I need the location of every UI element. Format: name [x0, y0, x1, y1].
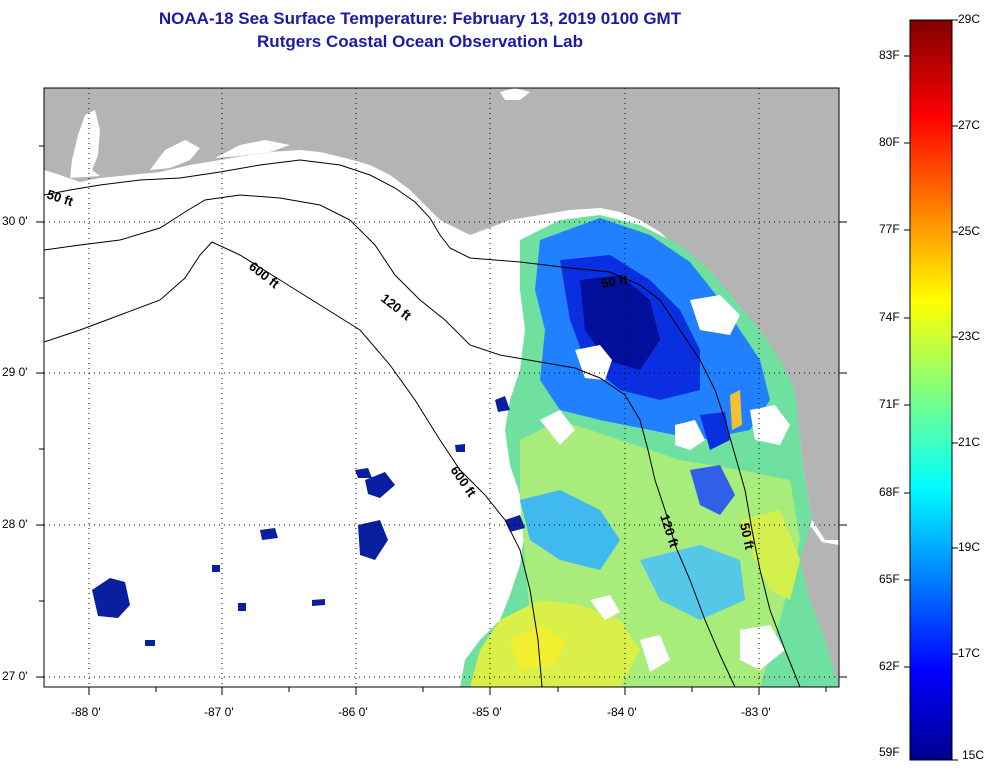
colorbar-c-19: 19C [958, 540, 981, 554]
axis-ticks [36, 145, 847, 695]
lon-label-83: -83 0' [741, 705, 771, 719]
colorbar-c-15: 15C [962, 748, 985, 762]
land-peninsula-south [800, 520, 839, 687]
lat-label-30: 30 0' [2, 214, 28, 228]
contour-label-50ft-north: 50 ft [600, 271, 630, 291]
colorbar-c-21: 21C [958, 435, 981, 449]
cloud-gaps [540, 295, 790, 672]
offshore-patches [92, 396, 525, 646]
contour-120ft [44, 194, 736, 687]
colorbar [909, 19, 953, 761]
colorbar-f-83: 83F [879, 48, 900, 62]
lat-label-27: 27 0' [2, 669, 28, 683]
colorbar-f-74: 74F [879, 310, 900, 324]
colorbar-c-17: 17C [958, 646, 981, 660]
map-frame [43, 87, 840, 688]
colorbar-f-71: 71F [879, 397, 900, 411]
colorbar-c-25: 25C [958, 224, 981, 238]
pensacola-bay [150, 140, 200, 170]
chart-subtitle: Rutgers Coastal Ocean Observation Lab [257, 32, 583, 51]
colorbar-c-29: 29C [958, 12, 981, 26]
lon-label-85: -85 0' [472, 705, 502, 719]
contour-label-50ft-south: 50 ft [737, 522, 757, 552]
land-panhandle [44, 88, 839, 540]
colorbar-c-27: 27C [958, 118, 981, 132]
lon-label-87: -87 0' [204, 705, 234, 719]
contour-600ft [44, 241, 543, 687]
choctawhatchee-bay [215, 140, 290, 158]
lat-label-29: 29 0' [2, 365, 28, 379]
chart-title: NOAA-18 Sea Surface Temperature: Februar… [158, 9, 682, 28]
colorbar-ticks [904, 19, 958, 761]
bathymetry-contours [44, 159, 801, 687]
colorbar-f-68: 68F [879, 485, 900, 499]
small-lake [500, 88, 530, 100]
lon-label-86: -86 0' [338, 705, 368, 719]
mobile-bay [70, 110, 100, 178]
colorbar-f-62: 62F [879, 659, 900, 673]
lat-label-28: 28 0' [2, 517, 28, 531]
colorbar-c-23: 23C [958, 329, 981, 343]
colorbar-f-65: 65F [879, 572, 900, 586]
colorbar-f-80: 80F [879, 135, 900, 149]
contour-50ft [44, 159, 801, 687]
colorbar-f-77: 77F [879, 222, 900, 236]
lon-label-84: -84 0' [607, 705, 637, 719]
lon-label-88: -88 0' [71, 705, 101, 719]
sst-field [460, 215, 839, 687]
colorbar-f-59: 59F [879, 745, 900, 759]
